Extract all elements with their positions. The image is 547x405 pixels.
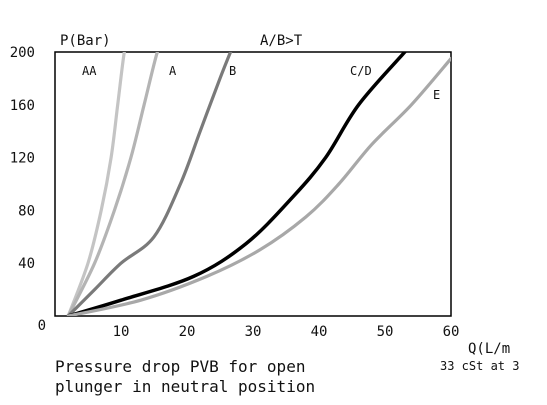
chart-title: A/B>T xyxy=(260,33,303,49)
y-tick-label: 120 xyxy=(10,151,35,167)
caption-line-2: plunger in neutral position xyxy=(55,377,315,396)
x-tick-label: 10 xyxy=(113,324,130,340)
series-line-cd xyxy=(66,52,407,316)
x-axis-title: Q(L/m xyxy=(468,341,510,357)
series-label-b: B xyxy=(229,64,236,78)
y-axis-title: P(Bar) xyxy=(60,33,111,49)
series-line-a xyxy=(66,52,159,316)
series-layer xyxy=(66,52,451,316)
y-tick-label: 200 xyxy=(10,45,35,61)
series-label-e: E xyxy=(433,88,440,102)
series-label-a: A xyxy=(169,64,177,78)
series-line-aa xyxy=(66,52,126,316)
series-label-cd: C/D xyxy=(350,64,372,78)
x-tick-label: 50 xyxy=(377,324,394,340)
y-tick-label: 160 xyxy=(10,98,35,114)
x-axis-note: 33 cSt at 3 xyxy=(440,359,519,373)
y-tick-label: 0 xyxy=(38,318,46,334)
x-tick-label: 60 xyxy=(443,324,460,340)
series-line-b xyxy=(66,52,233,316)
series-line-e xyxy=(66,57,451,316)
x-tick-label: 40 xyxy=(311,324,328,340)
plot-frame xyxy=(54,51,452,317)
x-tick-label: 30 xyxy=(245,324,262,340)
caption-line-1: Pressure drop PVB for open xyxy=(55,357,305,376)
series-labels: AA A B C/DE xyxy=(82,64,440,102)
x-tick-label: 20 xyxy=(179,324,196,340)
y-tick-labels: 0 40 80 120 160 200 xyxy=(10,45,46,334)
x-tick-labels: 10 20 30 40 50 60 xyxy=(113,324,460,340)
y-tick-label: 80 xyxy=(18,203,35,219)
y-tick-label: 40 xyxy=(18,256,35,272)
series-label-aa: AA xyxy=(82,64,97,78)
